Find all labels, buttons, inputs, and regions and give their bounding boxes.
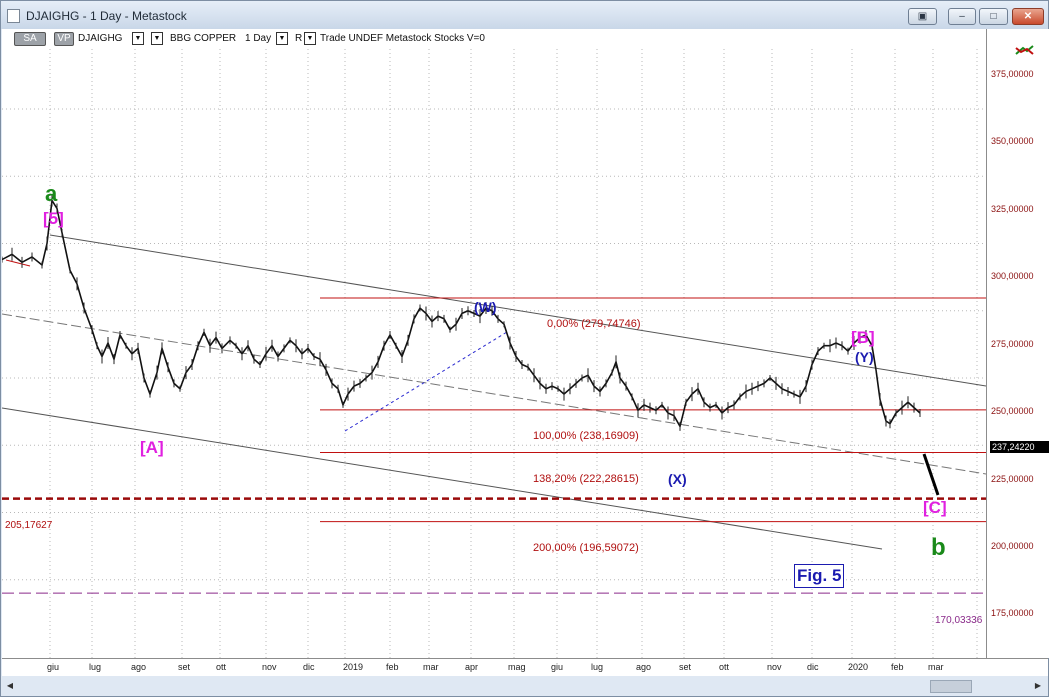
close-button[interactable]: ✕	[1012, 8, 1044, 25]
maximize-button[interactable]: □	[979, 8, 1008, 25]
chart-canvas	[1, 29, 987, 658]
time-tick-label: dic	[807, 662, 819, 672]
r-dropdown-button[interactable]: ▼	[304, 32, 316, 45]
prior-trend-segment	[5, 259, 31, 267]
sa-button[interactable]: SA	[14, 32, 46, 46]
symbol-label: DJAIGHG	[78, 33, 123, 44]
price-tick-label: 375,00000	[991, 69, 1034, 79]
price-tick-label: 200,00000	[991, 541, 1034, 551]
title-bar: DJAIGHG - 1 Day - Metastock ▣ – □ ✕	[1, 1, 1048, 29]
projection-arrow	[922, 453, 940, 496]
fib-level-0: 0,00% (279,74746)	[547, 318, 641, 330]
figure-label: Fig. 5	[794, 564, 845, 588]
channel-mid-line	[1, 313, 987, 475]
scroll-thumb[interactable]	[930, 680, 972, 693]
time-tick-label: set	[679, 662, 692, 672]
symbol-dropdown-button[interactable]: ▼	[132, 32, 144, 45]
wave-label-B: [B]	[851, 328, 875, 347]
channel-upper-line	[49, 234, 987, 387]
period-label: 1 Day	[245, 33, 272, 44]
time-axis[interactable]: giu lug ago set ott nov dic 2019 feb mar…	[2, 658, 1048, 677]
wave-label-C: [C]	[923, 498, 947, 517]
scroll-left-arrow-icon[interactable]: ◀	[6, 681, 14, 690]
last-price-marker: 237,24220	[990, 441, 1049, 453]
security-name-label: BBG COPPER	[170, 33, 237, 44]
price-tick-label: 325,00000	[991, 204, 1034, 214]
fib-level-200: 200,00% (196,59072)	[533, 542, 639, 554]
time-tick-label: giu	[47, 662, 60, 672]
time-tick-label: nov	[262, 662, 277, 672]
wave-label-X: (X)	[668, 471, 687, 487]
name-dropdown-button[interactable]: ▼	[151, 32, 163, 45]
time-tick-label: 2020	[848, 662, 869, 672]
time-tick-label: ago	[131, 662, 147, 672]
trend-arrows-icon[interactable]	[1015, 44, 1035, 56]
time-tick-label: ott	[216, 662, 227, 672]
fib-level-100: 100,00% (238,16909)	[533, 430, 639, 442]
chart-window-icon	[7, 9, 20, 23]
r-label: R	[295, 33, 303, 44]
wave-connector-line	[344, 331, 508, 432]
wave-label-5: [5]	[43, 209, 64, 228]
wave-label-b: b	[931, 534, 946, 561]
channel-lower-line	[1, 407, 883, 550]
wave-label-A: [A]	[140, 438, 164, 457]
price-tick-label: 275,00000	[991, 339, 1034, 349]
price-tick-label: 225,00000	[991, 474, 1034, 484]
toolbar-info: Trade UNDEF Metastock Stocks V=0	[320, 33, 485, 44]
period-dropdown-button[interactable]: ▼	[276, 32, 288, 45]
time-tick-label: lug	[591, 662, 604, 672]
wave-label-a: a	[45, 181, 58, 206]
price-tick-label: 175,00000	[991, 608, 1034, 618]
time-tick-label: apr	[465, 662, 479, 672]
time-tick-label: 2019	[343, 662, 364, 672]
time-tick-label: giu	[551, 662, 564, 672]
price-tick-label: 250,00000	[991, 406, 1034, 416]
time-tick-label: mar	[423, 662, 439, 672]
time-tick-label: feb	[891, 662, 904, 672]
price-tick-label: 350,00000	[991, 136, 1034, 146]
wave-label-W: (W)	[474, 299, 497, 315]
window-title: DJAIGHG - 1 Day - Metastock	[26, 9, 187, 23]
time-tick-label: lug	[89, 662, 102, 672]
time-tick-label: mag	[508, 662, 526, 672]
time-tick-label: ago	[636, 662, 652, 672]
fib-level-138: 138,20% (222,28615)	[533, 473, 639, 485]
minimize-button[interactable]: –	[948, 8, 976, 25]
time-tick-label: mar	[928, 662, 944, 672]
horizontal-scrollbar[interactable]: ◀ ▶	[2, 676, 1048, 695]
price-axis[interactable]: 375,00000 350,00000 325,00000 300,00000 …	[986, 29, 1049, 658]
time-tick-label: dic	[303, 662, 315, 672]
time-tick-label: feb	[386, 662, 399, 672]
price-chart[interactable]	[1, 29, 987, 658]
time-tick-label: ott	[719, 662, 730, 672]
restore-all-button[interactable]: ▣	[908, 8, 937, 25]
time-tick-label: nov	[767, 662, 782, 672]
vp-button[interactable]: VP	[54, 32, 74, 46]
time-tick-label: set	[178, 662, 191, 672]
low-level-label: 170,03336	[935, 615, 983, 626]
chart-toolbar: SA VP DJAIGHG ▼ ▼ BBG COPPER 1 Day ▼ R ▼…	[2, 29, 986, 49]
scroll-right-arrow-icon[interactable]: ▶	[1034, 681, 1042, 690]
support-level-label: 205,17627	[5, 520, 53, 531]
price-tick-label: 300,00000	[991, 271, 1034, 281]
wave-label-Y: (Y)	[855, 349, 874, 365]
